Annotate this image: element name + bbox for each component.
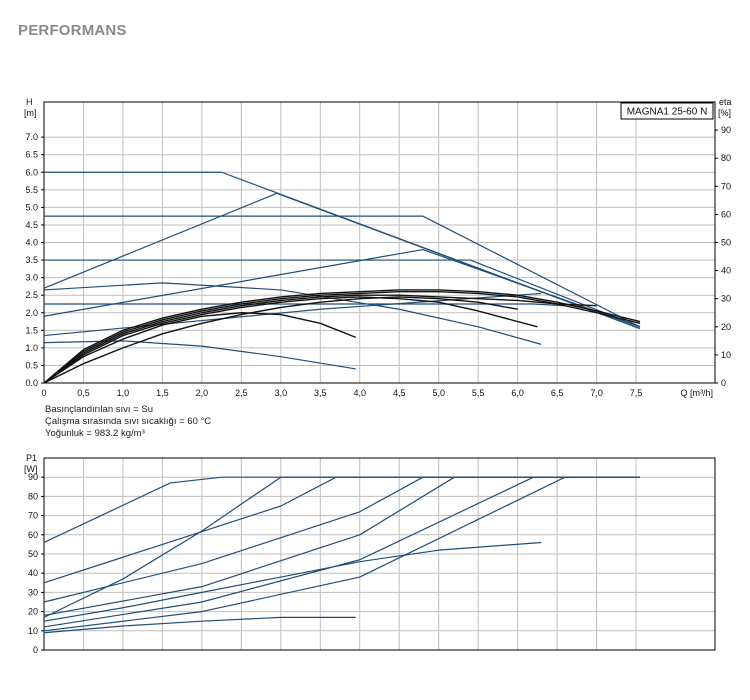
page-title: PERFORMANS [18, 22, 127, 39]
x-tick-label: 5,0 [432, 388, 445, 398]
note-density: Yoğunluk = 983.2 kg/m³ [45, 428, 145, 439]
x-tick-label: 7,0 [590, 388, 603, 398]
y2-tick-label: 10 [721, 350, 731, 360]
y-tick-label: 2.0 [25, 308, 38, 318]
model-label: MAGNA1 25-60 N [627, 107, 708, 118]
y2-tick-label: 90 [721, 125, 731, 135]
y-tick-label: 3.5 [25, 255, 38, 265]
model-label-box [620, 102, 714, 120]
power-curve-1 [43, 476, 641, 544]
y-tick-label: 5.0 [25, 202, 38, 212]
x-axis-label: Q [m³/h] [680, 388, 713, 398]
head-curve-9 [43, 340, 356, 370]
x-tick-label: 3,0 [275, 388, 288, 398]
power-curve-8 [43, 541, 542, 622]
y-tick-label: 0.0 [25, 378, 38, 388]
y-tick-label: 20 [28, 607, 38, 617]
y2-tick-label: 80 [721, 153, 731, 163]
y-tick-label: 1.5 [25, 325, 38, 335]
y2-tick-label: 40 [721, 266, 731, 276]
y-tick-label: 50 [28, 549, 38, 559]
y-tick-label: 7.0 [25, 132, 38, 142]
head-curve-6 [43, 248, 641, 328]
y-tick-label: 0 [33, 645, 38, 655]
y-axis-label: P1 [26, 453, 37, 463]
y-tick-label: 4.0 [25, 238, 38, 248]
head-curve-2 [44, 215, 641, 328]
y-tick-label: 30 [28, 587, 38, 597]
power-curve-9 [43, 616, 356, 634]
y-tick-label: 4.5 [25, 220, 38, 230]
x-tick-label: 6,5 [551, 388, 564, 398]
x-tick-label: 6,0 [511, 388, 524, 398]
efficiency-curve-13 [43, 296, 538, 384]
power-curve-6 [43, 476, 641, 628]
y-tick-label: 2.5 [25, 290, 38, 300]
x-tick-label: 5,5 [472, 388, 485, 398]
y-tick-label: 6.0 [25, 167, 38, 177]
note-temperature: Çalışma sırasında sıvı sıcaklığı = 60 °C [45, 416, 212, 427]
y2-tick-label: 20 [721, 322, 731, 332]
y2-tick-label: 50 [721, 238, 731, 248]
x-tick-label: 2,5 [235, 388, 248, 398]
y-tick-label: 90 [28, 472, 38, 482]
x-tick-label: 3,5 [314, 388, 327, 398]
power-curve-7 [43, 476, 641, 632]
efficiency-curve-14 [43, 312, 357, 384]
y2-axis-unit: [%] [718, 108, 731, 118]
head-curve-4 [44, 303, 566, 307]
y-tick-label: 10 [28, 626, 38, 636]
x-tick-label: 1,0 [117, 388, 130, 398]
y2-tick-label: 30 [721, 294, 731, 304]
x-tick-label: 4,5 [393, 388, 406, 398]
note-fluid: Basınçlandırılan sıvı = Su [45, 404, 153, 415]
y-tick-label: 60 [28, 530, 38, 540]
efficiency-curve-10 [43, 289, 641, 384]
y-axis-unit: [m] [24, 108, 37, 118]
y-tick-label: 40 [28, 568, 38, 578]
power-chart: 0 10 20 30 40 50 60 70 80 90 P1[W] [24, 453, 716, 655]
y-tick-label: 5.5 [25, 185, 38, 195]
y-tick-label: 6.5 [25, 150, 38, 160]
head-efficiency-chart: 0.0 0.5 1.0 1.5 2.0 2.5 3.0 3.5 4.0 4.5 5.0 5.5 6.0 6… [24, 97, 732, 398]
x-tick-label: 0,5 [77, 388, 90, 398]
y-axis-label: H [26, 97, 33, 107]
head-curve-3 [44, 259, 641, 328]
power-curve-5 [43, 476, 641, 617]
x-tick-label: 0 [41, 388, 46, 398]
y2-tick-label: 0 [721, 378, 726, 388]
x-tick-label: 1,5 [156, 388, 169, 398]
y-tick-label: 1.0 [25, 343, 38, 353]
y-tick-label: 80 [28, 491, 38, 501]
efficiency-curve-12 [43, 294, 597, 384]
x-tick-label: 2,0 [196, 388, 209, 398]
y-tick-label: 3.0 [25, 273, 38, 283]
head-curve-8 [43, 282, 542, 345]
efficiency-curve-11 [43, 290, 641, 384]
x-tick-label: 4,0 [354, 388, 367, 398]
y-axis-unit: [W] [24, 464, 38, 474]
y2-axis-label: eta [719, 97, 732, 107]
power-curve-3 [43, 476, 641, 618]
x-tick-label: 7,5 [630, 388, 643, 398]
y-tick-label: 70 [28, 511, 38, 521]
y2-tick-label: 70 [721, 181, 731, 191]
efficiency-curve-15 [43, 296, 518, 384]
y2-tick-label: 60 [721, 209, 731, 219]
power-curve-2 [43, 476, 641, 584]
fluid-notes: Basınçlandırılan sıvı = Su Çalışma sıras… [45, 404, 211, 440]
y-tick-label: 0.5 [25, 360, 38, 370]
